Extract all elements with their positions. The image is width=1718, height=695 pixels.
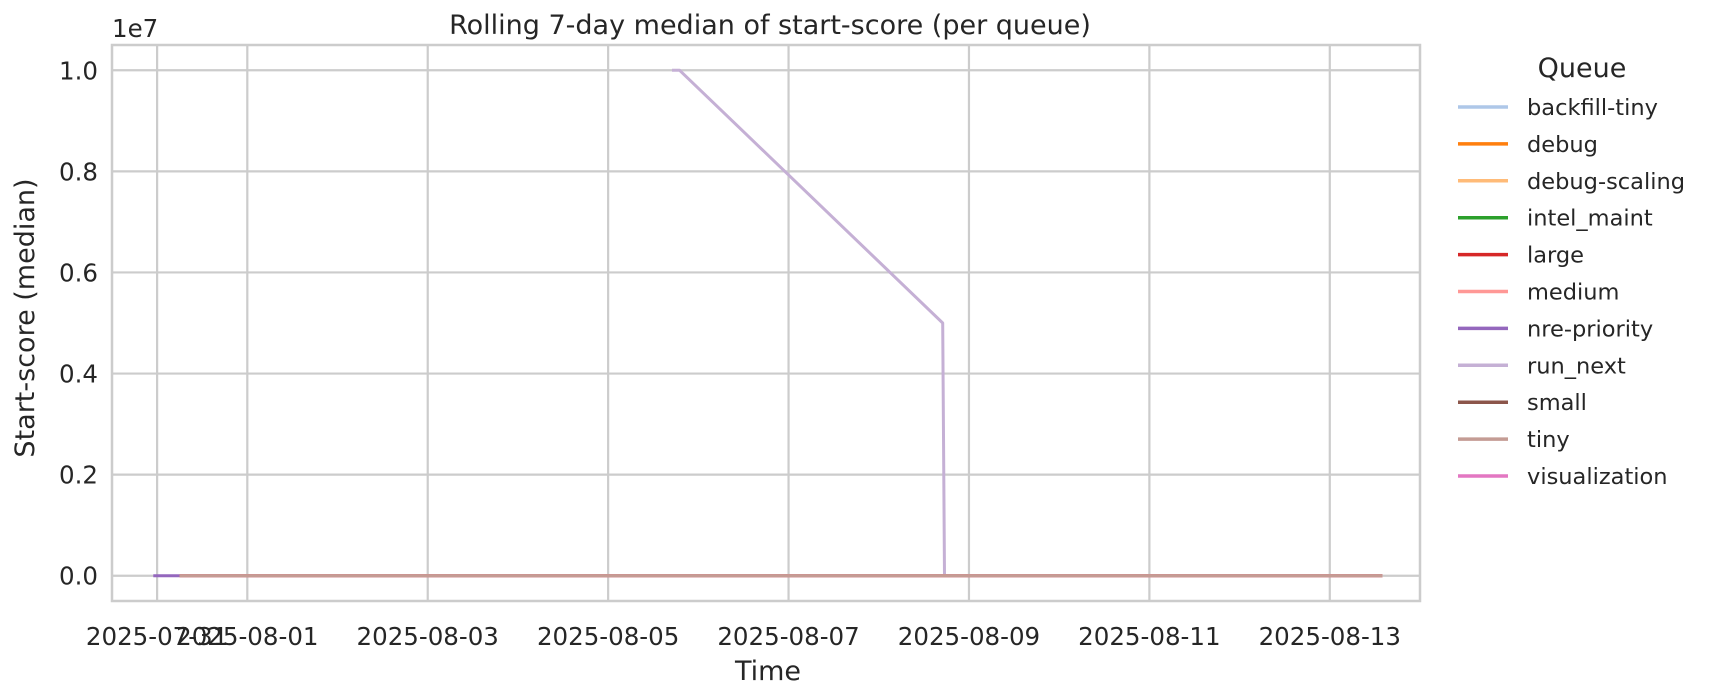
legend-label: visualization	[1527, 464, 1668, 490]
legend-label: small	[1527, 390, 1587, 416]
chart-title: Rolling 7-day median of start-score (per…	[449, 10, 1091, 41]
y-tick-label: 0.4	[59, 360, 98, 389]
legend-label: large	[1527, 243, 1584, 269]
y-tick-label: 1.0	[59, 56, 98, 85]
legend: Queue backfill-tiny debug debug-scaling int…	[1458, 53, 1685, 490]
y-axis-ticks: 0.0 0.2 0.4 0.6 0.8 1.0	[59, 56, 98, 590]
x-axis-label: Time	[734, 656, 801, 687]
x-tick-label: 2025-08-07	[717, 622, 859, 651]
legend-label: nre-priority	[1527, 316, 1653, 342]
legend-label: medium	[1527, 280, 1619, 306]
y-tick-label: 0.6	[59, 258, 98, 287]
x-tick-label: 2025-08-03	[357, 622, 499, 651]
legend-label: backfill-tiny	[1527, 95, 1658, 121]
legend-label: run_next	[1527, 353, 1626, 379]
legend-title: Queue	[1538, 53, 1627, 84]
legend-label: debug-scaling	[1527, 169, 1685, 195]
series-lines	[153, 68, 1383, 578]
x-tick-label: 2025-08-11	[1078, 622, 1220, 651]
x-tick-label: 2025-08-13	[1259, 622, 1401, 651]
y-tick-label: 0.2	[59, 461, 98, 490]
legend-label: intel_maint	[1527, 206, 1653, 232]
legend-label: debug	[1527, 132, 1598, 158]
legend-label: tiny	[1527, 427, 1570, 453]
x-tick-label: 2025-08-09	[898, 622, 1040, 651]
y-tick-label: 0.8	[59, 157, 98, 186]
series-line-run_next	[672, 68, 1383, 578]
x-tick-label: 2025-07-31	[86, 622, 228, 651]
x-tick-label: 2025-08-05	[537, 622, 679, 651]
plot-frame	[110, 43, 1422, 603]
x-tick-label: 2025-08-01	[176, 622, 318, 651]
y-offset-label: 1e7	[112, 14, 158, 43]
y-tick-label: 0.0	[59, 562, 98, 591]
y-axis-label: Start-score (median)	[10, 178, 41, 457]
grid	[112, 45, 1420, 601]
